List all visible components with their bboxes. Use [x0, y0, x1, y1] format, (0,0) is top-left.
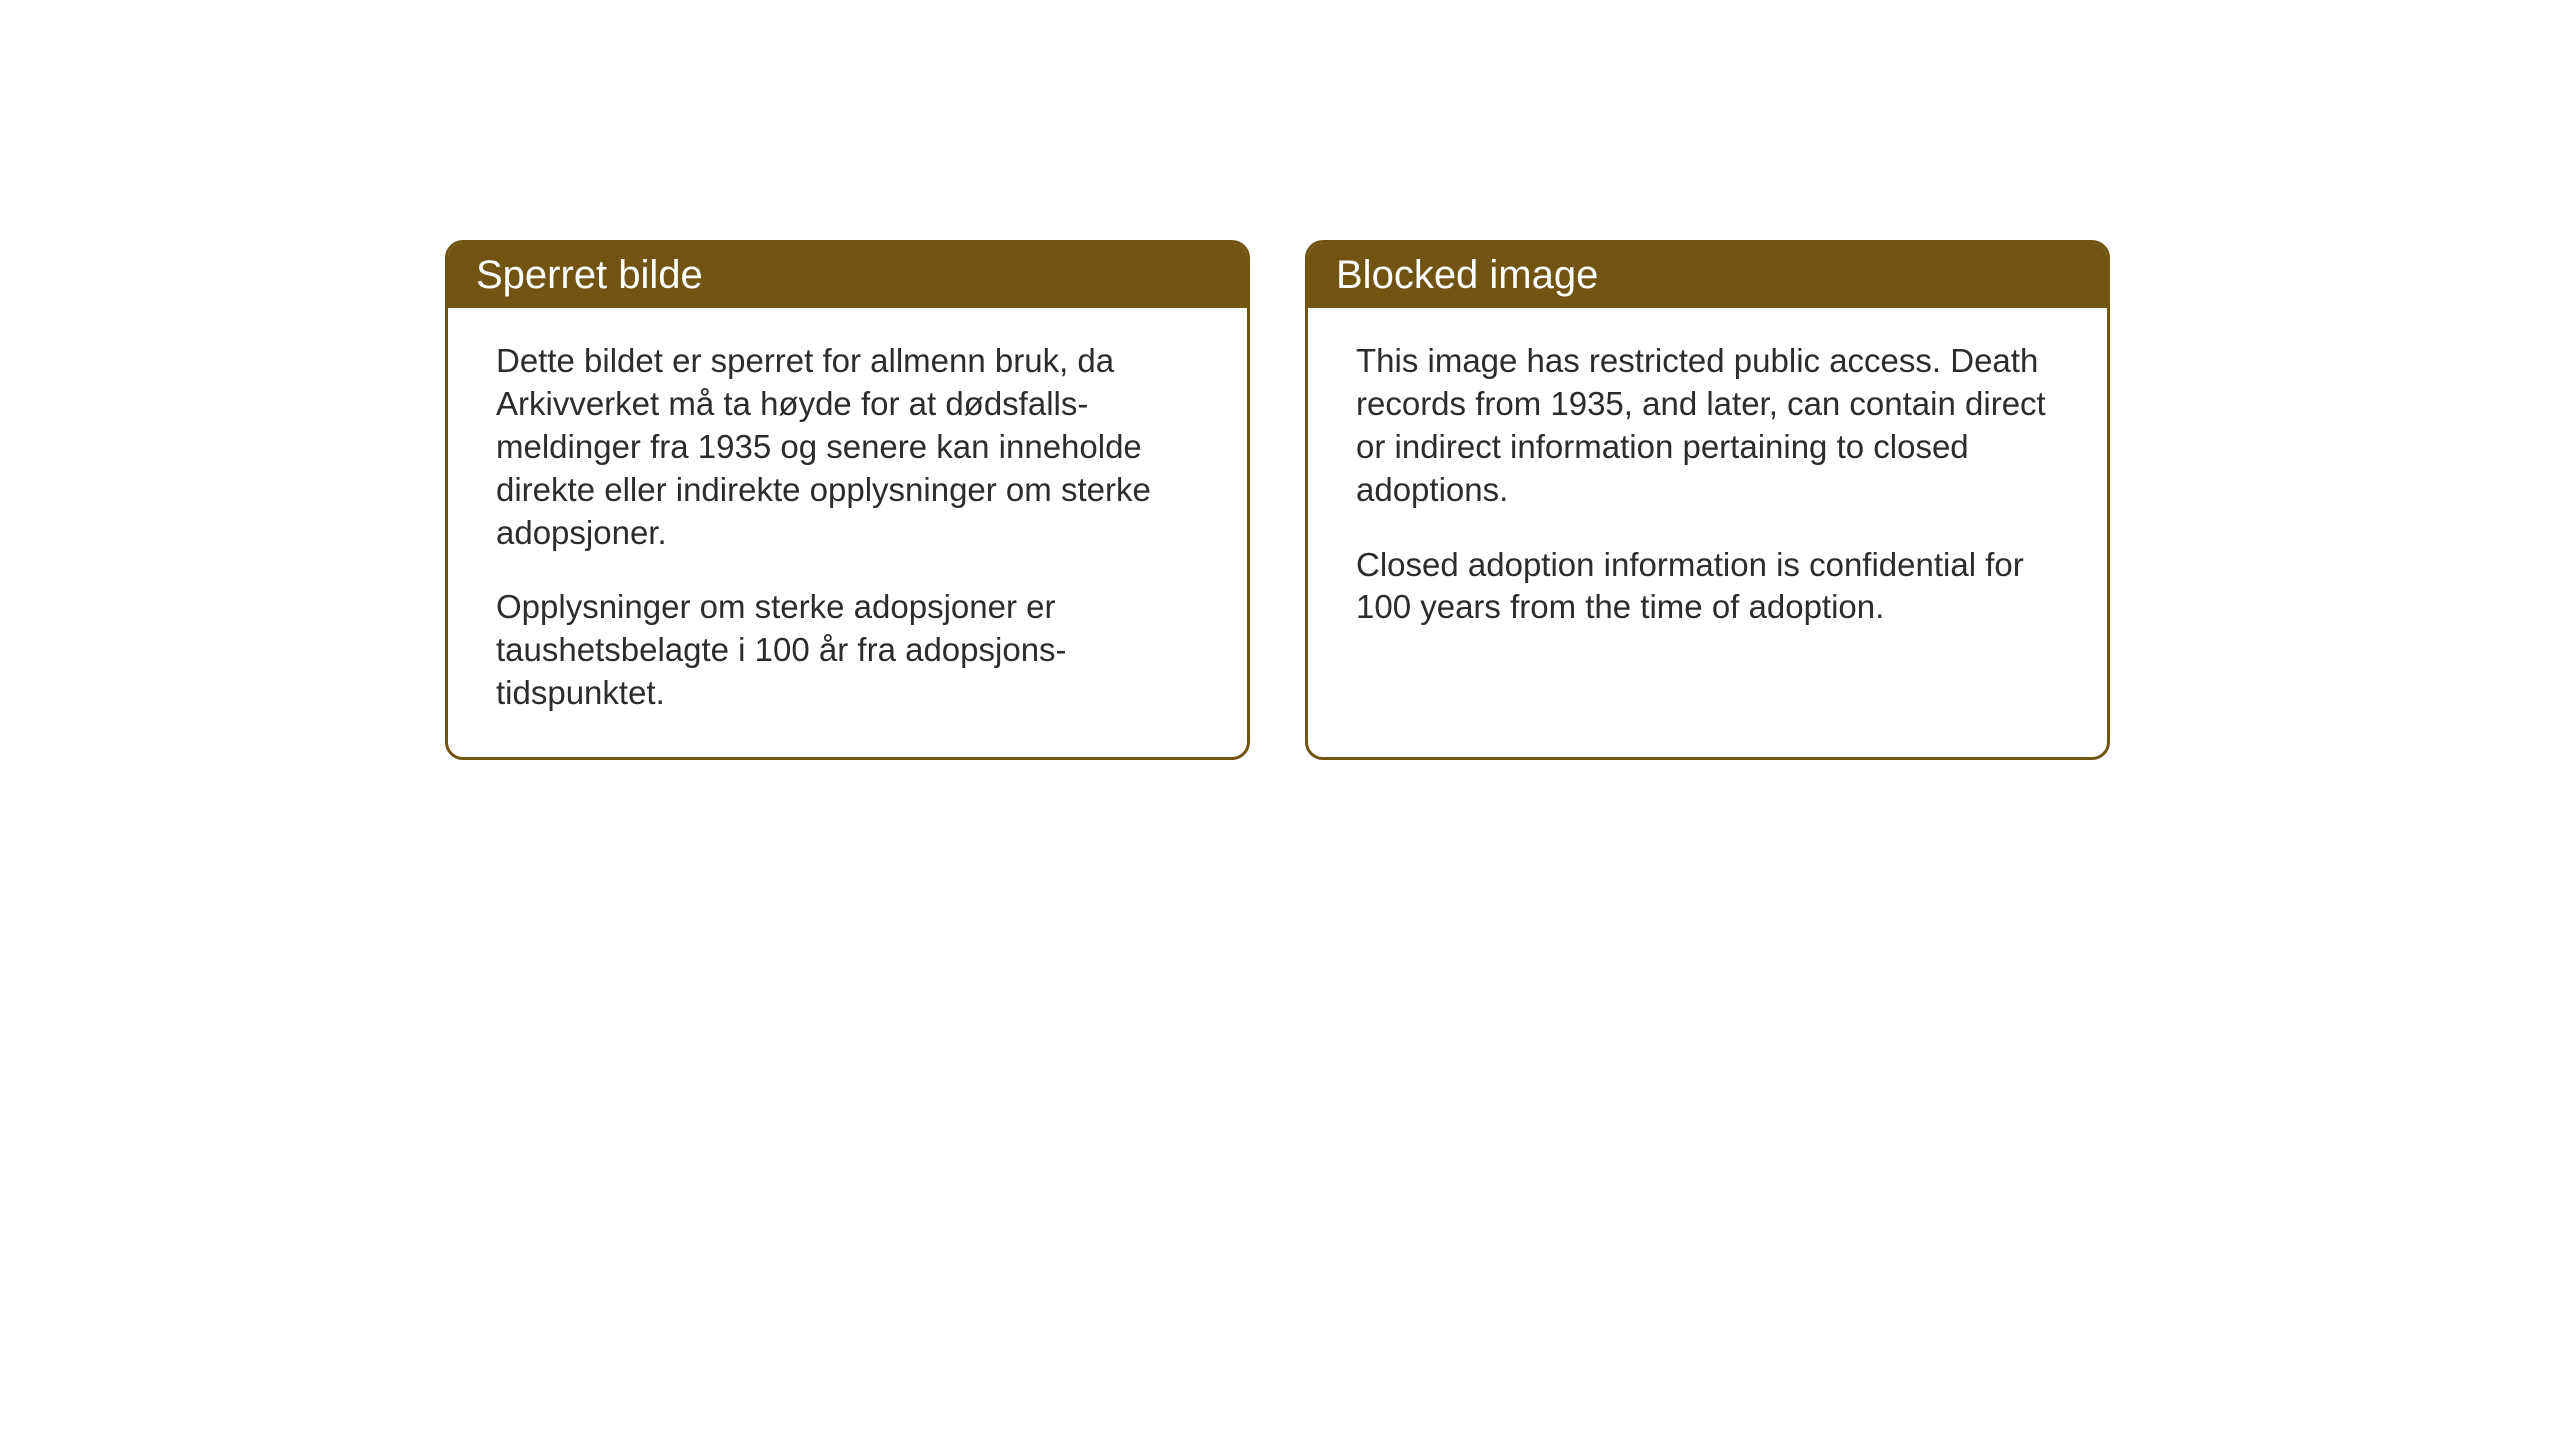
card-norwegian: Sperret bilde Dette bildet er sperret fo… [445, 240, 1250, 760]
card-english-body: This image has restricted public access.… [1308, 308, 2107, 671]
card-norwegian-title: Sperret bilde [448, 243, 1247, 308]
card-english-title: Blocked image [1308, 243, 2107, 308]
card-norwegian-para2: Opplysninger om sterke adopsjoner er tau… [496, 586, 1199, 715]
card-norwegian-body: Dette bildet er sperret for allmenn bruk… [448, 308, 1247, 757]
card-english: Blocked image This image has restricted … [1305, 240, 2110, 760]
card-english-para1: This image has restricted public access.… [1356, 340, 2059, 512]
cards-container: Sperret bilde Dette bildet er sperret fo… [445, 240, 2110, 760]
card-norwegian-para1: Dette bildet er sperret for allmenn bruk… [496, 340, 1199, 554]
card-english-para2: Closed adoption information is confident… [1356, 544, 2059, 630]
